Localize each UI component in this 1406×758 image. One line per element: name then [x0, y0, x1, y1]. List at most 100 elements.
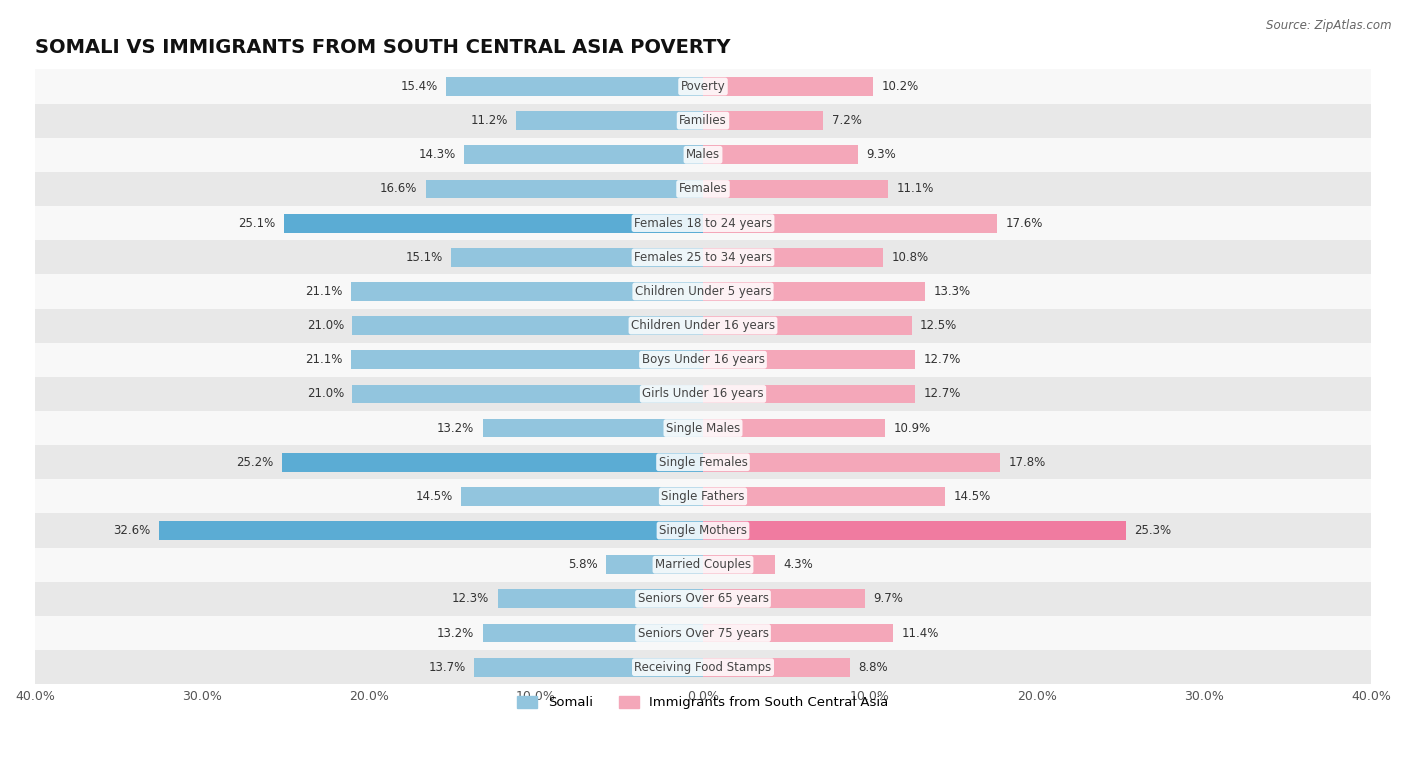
Bar — [35, 274, 1371, 309]
Bar — [703, 111, 824, 130]
Bar — [703, 418, 884, 437]
Bar — [353, 316, 703, 335]
Bar — [446, 77, 703, 96]
Bar — [35, 616, 1371, 650]
Text: Children Under 5 years: Children Under 5 years — [634, 285, 772, 298]
Bar — [703, 453, 1000, 471]
Text: Single Fathers: Single Fathers — [661, 490, 745, 503]
Text: Females: Females — [679, 183, 727, 196]
Text: Females 18 to 24 years: Females 18 to 24 years — [634, 217, 772, 230]
Bar — [283, 453, 703, 471]
Text: 25.1%: 25.1% — [238, 217, 276, 230]
Text: 12.7%: 12.7% — [924, 387, 960, 400]
Text: Families: Families — [679, 114, 727, 127]
Bar — [703, 590, 865, 608]
Text: 12.5%: 12.5% — [920, 319, 957, 332]
Bar — [350, 282, 703, 301]
Text: 10.9%: 10.9% — [893, 421, 931, 434]
Text: 25.3%: 25.3% — [1133, 524, 1171, 537]
Text: 11.4%: 11.4% — [901, 627, 939, 640]
Text: Boys Under 16 years: Boys Under 16 years — [641, 353, 765, 366]
Bar — [35, 309, 1371, 343]
Text: Seniors Over 65 years: Seniors Over 65 years — [637, 592, 769, 606]
Text: 13.7%: 13.7% — [429, 661, 465, 674]
Bar — [703, 556, 775, 574]
Bar — [451, 248, 703, 267]
Bar — [498, 590, 703, 608]
Text: Source: ZipAtlas.com: Source: ZipAtlas.com — [1267, 19, 1392, 32]
Text: 13.2%: 13.2% — [437, 421, 474, 434]
Text: 21.1%: 21.1% — [305, 353, 342, 366]
Bar — [703, 248, 883, 267]
Bar — [159, 522, 703, 540]
Bar — [703, 316, 911, 335]
Text: 11.1%: 11.1% — [897, 183, 934, 196]
Bar — [35, 343, 1371, 377]
Text: Single Females: Single Females — [658, 456, 748, 468]
Bar — [35, 582, 1371, 616]
Text: Single Mothers: Single Mothers — [659, 524, 747, 537]
Text: Girls Under 16 years: Girls Under 16 years — [643, 387, 763, 400]
Bar — [703, 77, 873, 96]
Text: 12.3%: 12.3% — [451, 592, 489, 606]
Text: 21.0%: 21.0% — [307, 387, 344, 400]
Bar — [703, 522, 1126, 540]
Text: 21.1%: 21.1% — [305, 285, 342, 298]
Text: 8.8%: 8.8% — [858, 661, 889, 674]
Text: SOMALI VS IMMIGRANTS FROM SOUTH CENTRAL ASIA POVERTY: SOMALI VS IMMIGRANTS FROM SOUTH CENTRAL … — [35, 38, 731, 57]
Text: 15.1%: 15.1% — [405, 251, 443, 264]
Text: 5.8%: 5.8% — [568, 558, 598, 572]
Text: 11.2%: 11.2% — [470, 114, 508, 127]
Bar — [35, 172, 1371, 206]
Bar — [516, 111, 703, 130]
Text: Seniors Over 75 years: Seniors Over 75 years — [637, 627, 769, 640]
Bar — [35, 206, 1371, 240]
Text: 10.2%: 10.2% — [882, 80, 920, 93]
Text: 4.3%: 4.3% — [783, 558, 813, 572]
Text: 17.6%: 17.6% — [1005, 217, 1043, 230]
Bar — [703, 624, 893, 643]
Bar — [482, 624, 703, 643]
Bar — [35, 377, 1371, 411]
Bar — [35, 104, 1371, 138]
Text: Poverty: Poverty — [681, 80, 725, 93]
Bar — [353, 384, 703, 403]
Text: 15.4%: 15.4% — [401, 80, 437, 93]
Text: 12.7%: 12.7% — [924, 353, 960, 366]
Bar — [703, 214, 997, 233]
Bar — [35, 445, 1371, 479]
Text: 14.5%: 14.5% — [415, 490, 453, 503]
Text: 32.6%: 32.6% — [112, 524, 150, 537]
Text: 13.3%: 13.3% — [934, 285, 970, 298]
Text: Single Males: Single Males — [666, 421, 740, 434]
Bar — [474, 658, 703, 677]
Bar — [350, 350, 703, 369]
Bar — [461, 487, 703, 506]
Bar — [35, 240, 1371, 274]
Bar — [35, 138, 1371, 172]
Text: Males: Males — [686, 149, 720, 161]
Bar — [703, 282, 925, 301]
Text: Children Under 16 years: Children Under 16 years — [631, 319, 775, 332]
Bar — [426, 180, 703, 199]
Text: 14.5%: 14.5% — [953, 490, 991, 503]
Text: 9.3%: 9.3% — [866, 149, 897, 161]
Text: 13.2%: 13.2% — [437, 627, 474, 640]
Bar — [482, 418, 703, 437]
Text: 21.0%: 21.0% — [307, 319, 344, 332]
Bar — [606, 556, 703, 574]
Text: 14.3%: 14.3% — [419, 149, 456, 161]
Bar — [703, 350, 915, 369]
Bar — [35, 70, 1371, 104]
Legend: Somali, Immigrants from South Central Asia: Somali, Immigrants from South Central As… — [512, 691, 894, 715]
Text: 17.8%: 17.8% — [1008, 456, 1046, 468]
Bar — [284, 214, 703, 233]
Bar — [35, 547, 1371, 582]
Bar — [35, 650, 1371, 684]
Bar — [35, 479, 1371, 513]
Bar — [703, 384, 915, 403]
Text: 7.2%: 7.2% — [831, 114, 862, 127]
Text: 10.8%: 10.8% — [891, 251, 929, 264]
Bar — [703, 146, 858, 164]
Text: 16.6%: 16.6% — [380, 183, 418, 196]
